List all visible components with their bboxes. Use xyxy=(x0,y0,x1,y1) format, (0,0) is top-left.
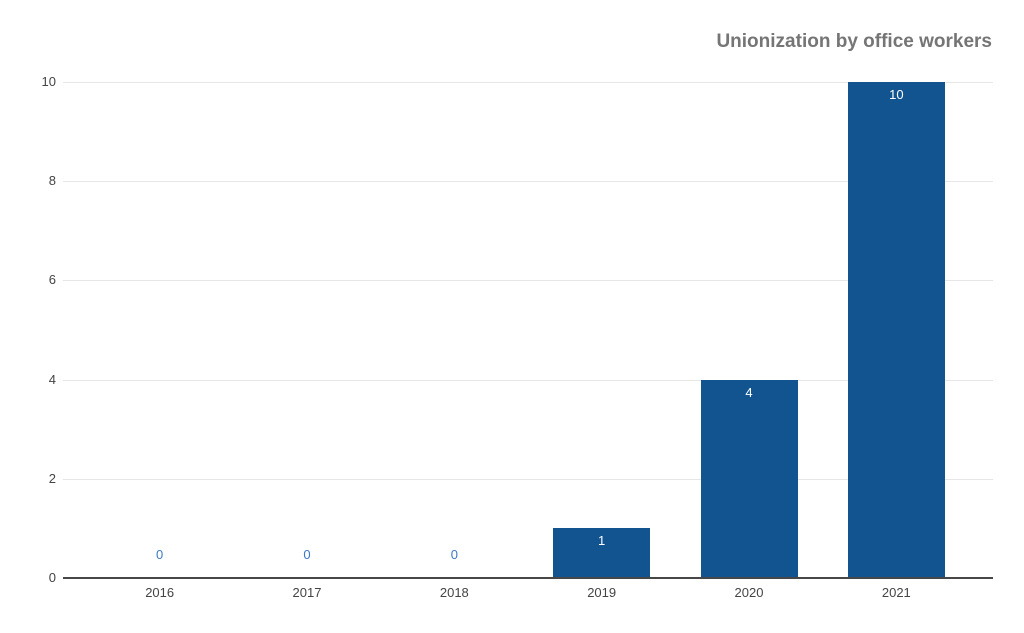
zero-value-label: 0 xyxy=(450,547,458,562)
x-axis-baseline xyxy=(63,577,993,579)
y-axis-tick-label: 4 xyxy=(48,371,56,387)
x-axis-label: 2019 xyxy=(587,585,617,600)
gridline xyxy=(63,280,993,282)
y-axis-tick-label: 2 xyxy=(48,470,56,486)
y-axis-tick-label: 10 xyxy=(41,74,56,89)
gridline xyxy=(63,82,993,83)
gridline xyxy=(63,379,993,381)
x-axis-label: 2020 xyxy=(734,585,764,600)
bar-2020: 4 xyxy=(700,379,798,578)
x-axis-label: 2021 xyxy=(881,585,911,600)
gridline xyxy=(63,181,993,183)
y-axis-tick-label: 6 xyxy=(48,272,56,288)
chart-title: Unionization by office workers xyxy=(716,31,992,52)
bar-value-label: 10 xyxy=(889,87,904,102)
x-axis-label: 2018 xyxy=(439,585,469,600)
bar-2021: 10 xyxy=(847,82,945,578)
bar-value-label: 1 xyxy=(598,533,606,549)
x-axis-label: 2017 xyxy=(292,585,322,600)
bar-2019: 1 xyxy=(553,528,651,578)
gridline xyxy=(63,478,993,480)
x-axis-label: 2016 xyxy=(145,585,175,600)
zero-value-label: 0 xyxy=(303,547,311,562)
y-axis-tick-label: 8 xyxy=(48,173,56,189)
bar-value-label: 4 xyxy=(745,384,753,400)
y-axis-tick-label: 0 xyxy=(48,570,56,585)
zero-value-label: 0 xyxy=(156,547,164,562)
